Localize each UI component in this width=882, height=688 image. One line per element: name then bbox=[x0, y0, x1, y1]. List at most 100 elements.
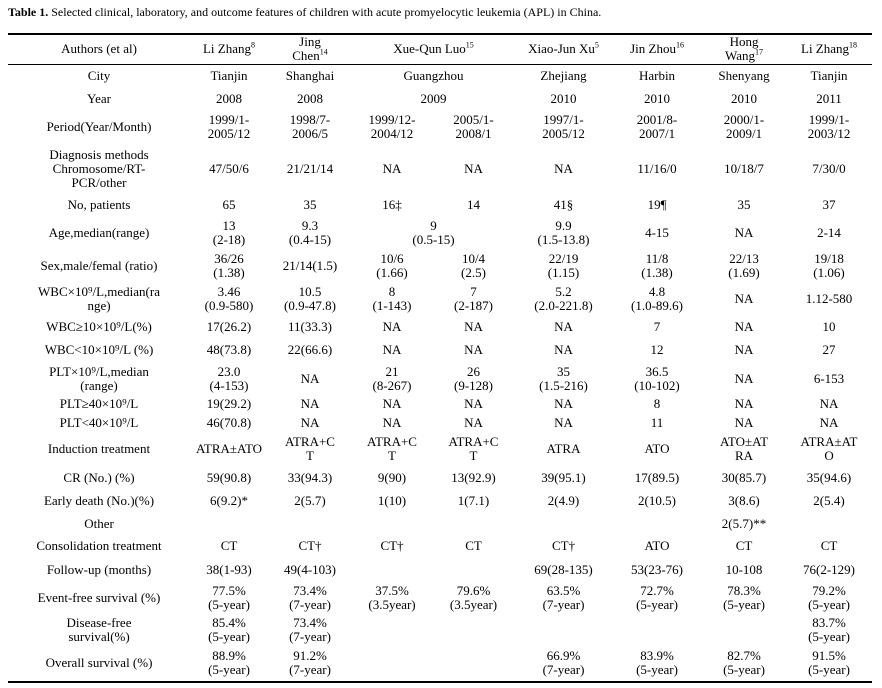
author-name: Xiao-Jun Xu bbox=[528, 41, 595, 57]
data-cell: 11/16/0 bbox=[637, 161, 677, 176]
data-cell: ATRA bbox=[546, 441, 581, 456]
data-cell: 82.7% (5-year) bbox=[723, 648, 765, 677]
data-cell: 35 (1.5-216) bbox=[539, 363, 588, 393]
data-cell: 19/18 (1.06) bbox=[813, 250, 845, 280]
header-row: Authors (et al) Li Zhang8 Jing Chen14 Xue-Q… bbox=[8, 34, 873, 65]
data-cell: 22/19 (1.15) bbox=[547, 250, 580, 280]
data-cell: Tianjin bbox=[210, 68, 248, 84]
data-cell: NA bbox=[734, 396, 754, 411]
data-cell: 9 (0.5-15) bbox=[412, 217, 455, 247]
table-row: Disease-free survival(%) 85.4% (5-year) 73… bbox=[8, 614, 872, 645]
data-cell: 10/18/7 bbox=[724, 161, 764, 176]
data-cell: 79.6% (3.5year) bbox=[449, 583, 498, 612]
data-cell: 9(90) bbox=[377, 469, 407, 485]
empty-cell bbox=[352, 512, 432, 535]
table-row: Period(Year/Month) 1999/1- 2005/12 1998/7-… bbox=[8, 110, 872, 144]
data-cell: 2001/8- 2007/1 bbox=[636, 112, 678, 141]
table-row: Follow-up (months) 38(1-93) 49(4-103) 69(28… bbox=[8, 557, 872, 582]
data-cell: 8 bbox=[653, 396, 661, 411]
data-cell: 5.2 (2.0-221.8) bbox=[534, 283, 593, 313]
data-cell: 59(90.8) bbox=[206, 469, 252, 485]
data-cell: 83.9% (5-year) bbox=[636, 648, 678, 677]
data-cell: 4-15 bbox=[645, 224, 669, 240]
data-cell: NA bbox=[464, 161, 483, 176]
data-cell: 2010 bbox=[550, 91, 577, 106]
table-row: Age,median(range) 13 (2-18) 9.3 (0.4-15) 9 … bbox=[8, 216, 872, 249]
author-ref: 8 bbox=[251, 40, 255, 50]
empty-cell bbox=[612, 512, 702, 535]
row-label: WBC<10×10⁹/L (%) bbox=[44, 342, 154, 357]
table-title: Table 1. Selected clinical, laboratory, … bbox=[8, 5, 601, 20]
data-cell: ATRA±AT O bbox=[800, 434, 858, 463]
data-cell: 11 bbox=[650, 414, 664, 430]
data-cell: 22(66.6) bbox=[287, 342, 333, 357]
data-cell: 47/50/6 bbox=[209, 161, 249, 176]
data-cell: 78.3% (5-year) bbox=[723, 583, 765, 612]
author-name: Jing Chen bbox=[292, 34, 321, 64]
data-cell: 2010 bbox=[644, 91, 671, 106]
data-cell: NA bbox=[734, 290, 754, 306]
author-name: Li Zhang bbox=[801, 41, 850, 57]
data-cell: 66.9% (7-year) bbox=[542, 648, 585, 677]
data-cell: ATRA+C T bbox=[367, 434, 417, 463]
data-cell: 26 (9-128) bbox=[454, 363, 493, 393]
data-cell: NA bbox=[464, 318, 483, 334]
data-cell: 11/8 (1.38) bbox=[641, 250, 673, 280]
data-cell: 10.5 (0.9-47.8) bbox=[284, 283, 336, 313]
data-cell: Zhejiang bbox=[540, 68, 587, 84]
row-label: Sex,male/femal (ratio) bbox=[40, 257, 158, 273]
table-row: WBC≥10×10⁹/L(%) 17(26.2) 11(33.3) NA NA NA 7 NA… bbox=[8, 315, 872, 338]
data-cell: 8 (1-143) bbox=[372, 283, 412, 313]
data-cell: 30(85.7) bbox=[721, 469, 767, 485]
data-cell: 19¶ bbox=[647, 197, 667, 212]
data-cell: 73.4% (7-year) bbox=[289, 583, 331, 612]
author-name: Xue-Qun Luo bbox=[393, 41, 466, 57]
data-cell: 10-108 bbox=[725, 561, 763, 577]
row-label: Event-free survival (%) bbox=[37, 590, 161, 605]
data-cell: 69(28-135) bbox=[534, 561, 593, 577]
table-row: PLT≥40×10⁹/L 19(29.2) NA NA NA NA 8 NA NA bbox=[8, 395, 872, 413]
data-cell: 7 (2-187) bbox=[454, 283, 493, 313]
data-cell: 73.4% (7-year) bbox=[289, 614, 331, 644]
empty-cell bbox=[352, 614, 432, 645]
author-cell: Li Zhang8 bbox=[190, 34, 268, 65]
data-cell: 14 bbox=[467, 197, 480, 212]
data-cell: NA bbox=[734, 370, 754, 386]
data-cell: NA bbox=[382, 396, 402, 411]
data-cell: 7 bbox=[653, 318, 661, 334]
row-label: WBC≥10×10⁹/L(%) bbox=[46, 318, 152, 334]
data-cell: 76(2-129) bbox=[803, 561, 856, 577]
data-cell: 79.2% (5-year) bbox=[808, 583, 850, 612]
data-cell: 12 bbox=[650, 342, 664, 357]
data-cell: 35(94.6) bbox=[806, 469, 852, 485]
data-cell: 17(89.5) bbox=[634, 469, 680, 485]
data-cell: 36/26 (1.38) bbox=[213, 250, 245, 280]
empty-cell bbox=[432, 614, 515, 645]
data-cell: CT bbox=[465, 538, 482, 553]
data-cell: 85.4% (5-year) bbox=[208, 614, 250, 644]
data-cell: NA bbox=[300, 414, 320, 430]
data-cell: ATRA±ATO bbox=[195, 441, 263, 456]
data-cell: 35 bbox=[303, 197, 317, 212]
data-cell: 9.3 (0.4-15) bbox=[288, 217, 332, 247]
empty-cell bbox=[268, 512, 352, 535]
table-row: Consolidation treatment CT CT† CT† CT CT† ATO C… bbox=[8, 535, 872, 557]
data-cell: Guangzhou bbox=[403, 68, 464, 84]
data-cell: 39(95.1) bbox=[541, 469, 586, 485]
author-cell: Xiao-Jun Xu5 bbox=[515, 34, 613, 65]
data-cell: 2(10.5) bbox=[638, 492, 676, 508]
data-cell: NA bbox=[382, 414, 402, 430]
row-label: Diagnosis methods Chromosome/RT- PCR/oth… bbox=[49, 147, 149, 190]
data-cell: 2008 bbox=[297, 91, 323, 106]
data-cell: NA bbox=[382, 318, 402, 334]
data-cell: 10 bbox=[822, 318, 836, 334]
data-cell: 13(92.9) bbox=[451, 469, 496, 485]
data-cell: NA bbox=[554, 318, 573, 334]
author-name: Hong Wang bbox=[725, 34, 759, 64]
data-cell: 1999/12- 2004/12 bbox=[368, 112, 416, 141]
data-cell: 16‡ bbox=[382, 197, 402, 212]
row-label: Overall survival (%) bbox=[45, 655, 153, 670]
data-cell: 13 (2-18) bbox=[212, 217, 246, 247]
row-label: Other bbox=[84, 515, 114, 531]
data-cell: 2(5.4) bbox=[813, 492, 845, 508]
